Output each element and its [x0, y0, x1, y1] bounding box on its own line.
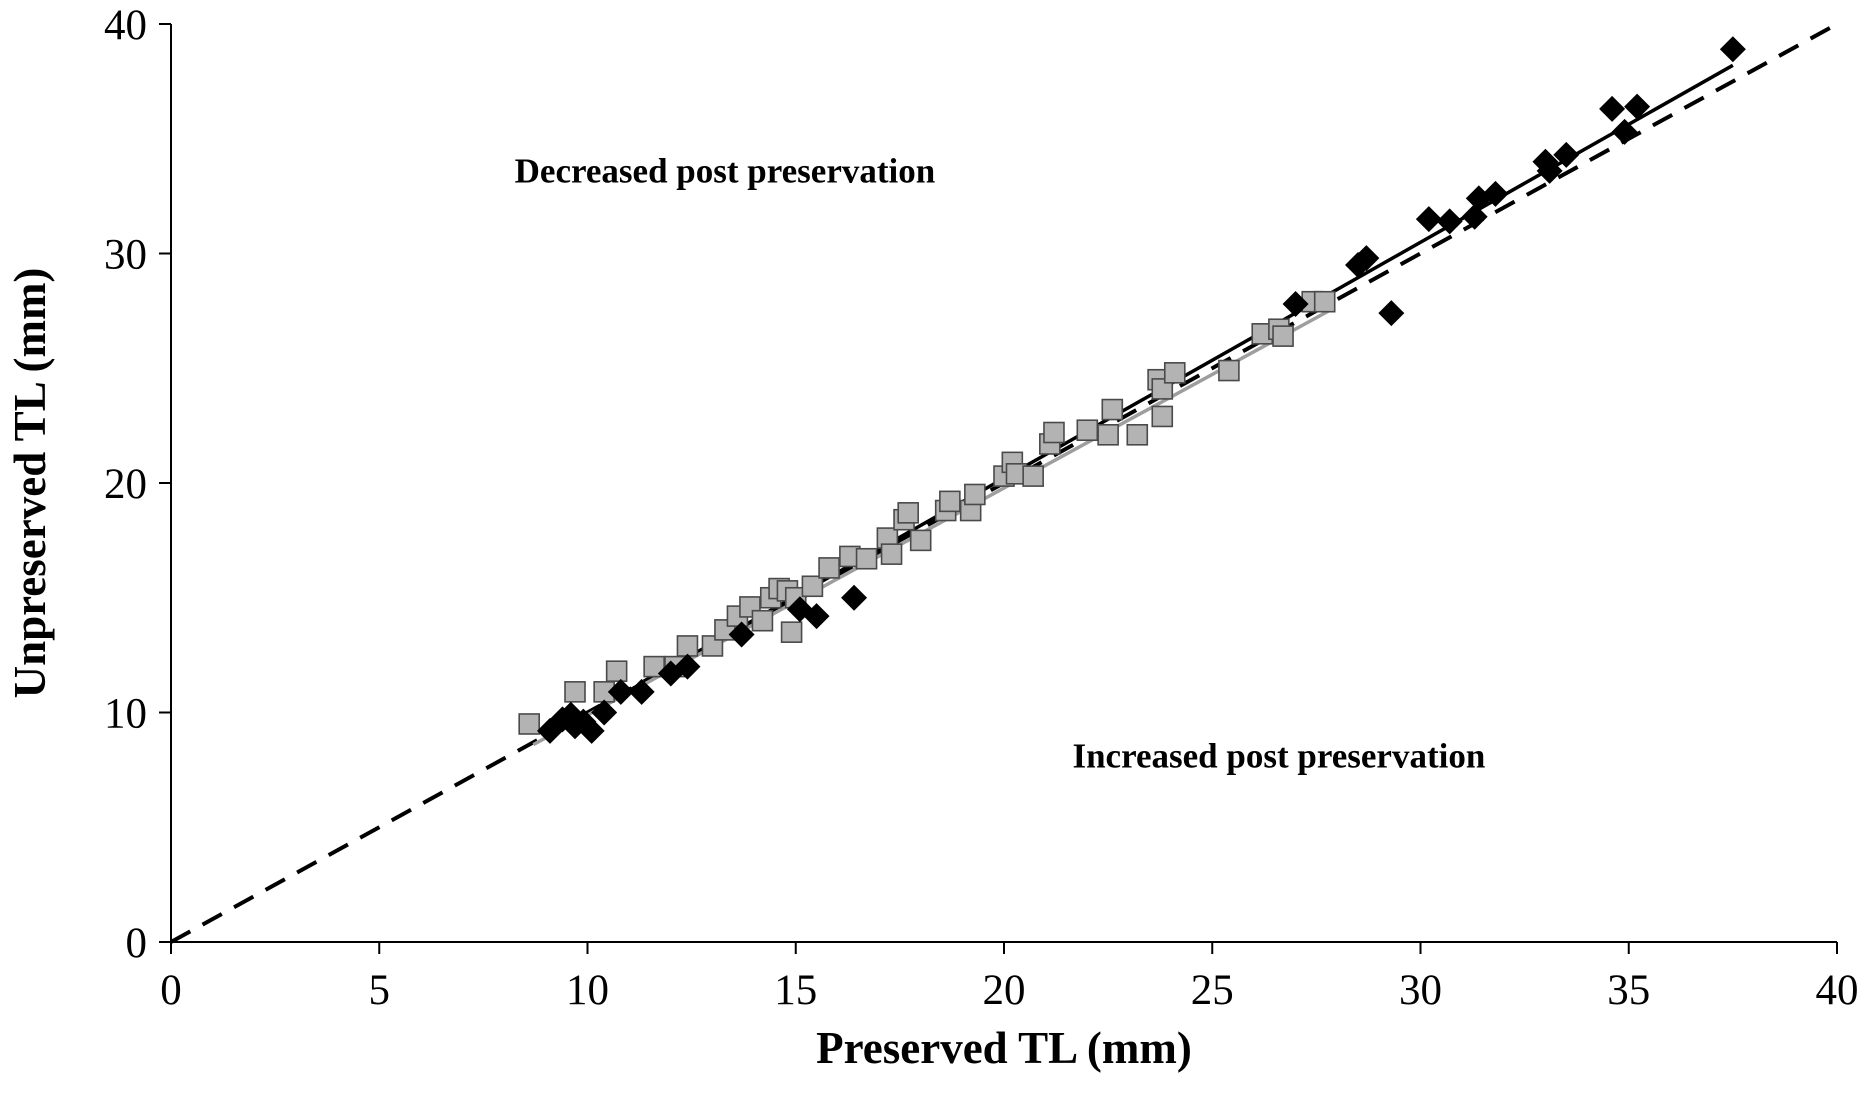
annotations: Decreased post preservation Increased pos… — [515, 151, 1486, 775]
y-tick-label: 40 — [104, 2, 147, 49]
diamond-point — [1719, 36, 1746, 63]
x-tick-label: 40 — [1816, 967, 1859, 1014]
square-point — [1151, 405, 1174, 428]
diamond-point — [841, 584, 868, 611]
square-point — [1218, 359, 1240, 382]
data-points — [518, 36, 1746, 744]
x-tick-label: 15 — [774, 967, 817, 1014]
x-tick-label: 30 — [1399, 967, 1442, 1014]
diamond-point — [1536, 157, 1563, 184]
diamond-point — [1415, 206, 1442, 233]
x-tick-label: 10 — [566, 967, 609, 1014]
square-point — [880, 543, 903, 565]
square-point — [1163, 362, 1186, 384]
diamond-point — [578, 717, 605, 744]
square-point — [701, 635, 724, 657]
y-tick-label: 10 — [104, 691, 147, 738]
square-point — [780, 621, 803, 643]
square-point — [1313, 290, 1336, 313]
square-point — [964, 483, 986, 506]
square-point — [855, 547, 878, 570]
regression-line — [532, 309, 1330, 747]
diamond-point — [1611, 118, 1638, 145]
square-point — [1022, 465, 1044, 487]
square-point — [643, 655, 665, 678]
diamond-point — [1482, 180, 1509, 207]
x-tick-label: 35 — [1607, 967, 1650, 1014]
diamond-point — [1436, 208, 1463, 235]
x-tick-label: 20 — [983, 967, 1026, 1014]
square-point — [1076, 419, 1099, 442]
x-tick-label: 5 — [369, 967, 391, 1014]
diamond-point — [628, 678, 655, 705]
y-tick-label: 0 — [126, 920, 148, 967]
diamond-point — [607, 678, 634, 705]
tick-marks: 0 5 10 15 20 25 30 35 40 0 10 20 30 40 — [104, 2, 1859, 1014]
square-point — [1043, 421, 1065, 444]
x-tick-label: 25 — [1191, 967, 1234, 1014]
square-point — [1097, 424, 1119, 446]
diamond-point — [1553, 141, 1580, 168]
square-point — [801, 575, 824, 598]
square-point — [605, 660, 628, 682]
diamond-point — [1461, 203, 1488, 230]
square-point — [939, 490, 961, 513]
square-point — [1126, 424, 1149, 446]
diamond-point — [803, 603, 830, 630]
square-point — [751, 609, 774, 632]
diamond-point — [728, 621, 755, 648]
x-axis-title: Preserved TL (mm) — [816, 1023, 1192, 1073]
annotation-label: Increased post preservation — [1072, 737, 1485, 776]
square-point — [1272, 325, 1294, 347]
y-axis-title: Unpreserved TL (mm) — [5, 268, 55, 699]
diamond-point — [674, 653, 701, 680]
y-tick-label: 30 — [104, 232, 147, 279]
square-point — [818, 557, 840, 579]
diamond-point — [1282, 290, 1309, 317]
square-point — [1101, 398, 1124, 421]
square-point — [676, 635, 699, 657]
x-tick-label: 0 — [160, 967, 182, 1014]
square-point — [564, 681, 586, 703]
y-tick-label: 20 — [104, 461, 147, 508]
annotation-label: Decreased post preservation — [515, 151, 936, 190]
square-point — [1151, 378, 1174, 400]
square-point — [897, 502, 920, 524]
diamond-point — [1624, 93, 1651, 120]
diamond-point — [591, 699, 618, 726]
square-point — [909, 529, 932, 552]
square-point — [518, 713, 540, 735]
diamond-point — [1378, 300, 1405, 327]
diamond-point — [1353, 245, 1380, 272]
diamond-point — [1599, 95, 1626, 122]
